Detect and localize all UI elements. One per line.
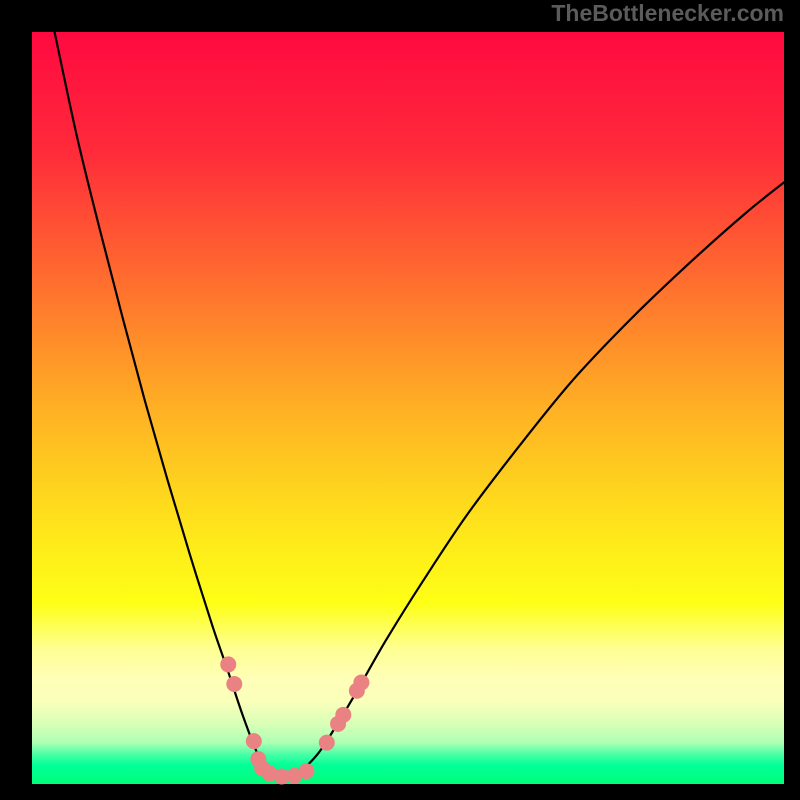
watermark: TheBottlenecker.com [551, 0, 784, 26]
curve-marker [226, 676, 242, 692]
curve-marker [298, 763, 314, 779]
curve-marker [335, 707, 351, 723]
plot-area [32, 32, 784, 784]
curve-marker [220, 656, 236, 672]
curve-marker [246, 733, 262, 749]
bottleneck-chart: TheBottlenecker.com [0, 0, 800, 800]
curve-marker [319, 735, 335, 751]
curve-marker [353, 674, 369, 690]
